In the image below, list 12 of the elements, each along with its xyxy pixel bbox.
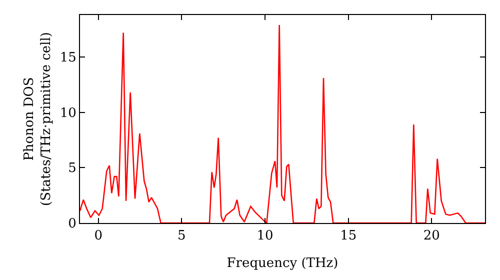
x-tick-label: 5 <box>178 228 186 244</box>
x-axis-title: Frequency (THz) <box>226 256 338 272</box>
y-tick-label: 5 <box>68 161 76 176</box>
x-tick-label: 20 <box>423 228 440 244</box>
y-axis-title: Phonon DOS (States/THz·primitive cell) <box>22 32 54 206</box>
y-tick-label: 0 <box>68 216 76 232</box>
x-tick-label: 10 <box>256 228 274 244</box>
x-tick-label: 0 <box>94 228 102 244</box>
line-series <box>80 24 485 223</box>
y-tick-label: 10 <box>60 106 76 121</box>
x-tick-label: 15 <box>340 228 357 244</box>
y-tick-label: 15 <box>60 50 76 66</box>
